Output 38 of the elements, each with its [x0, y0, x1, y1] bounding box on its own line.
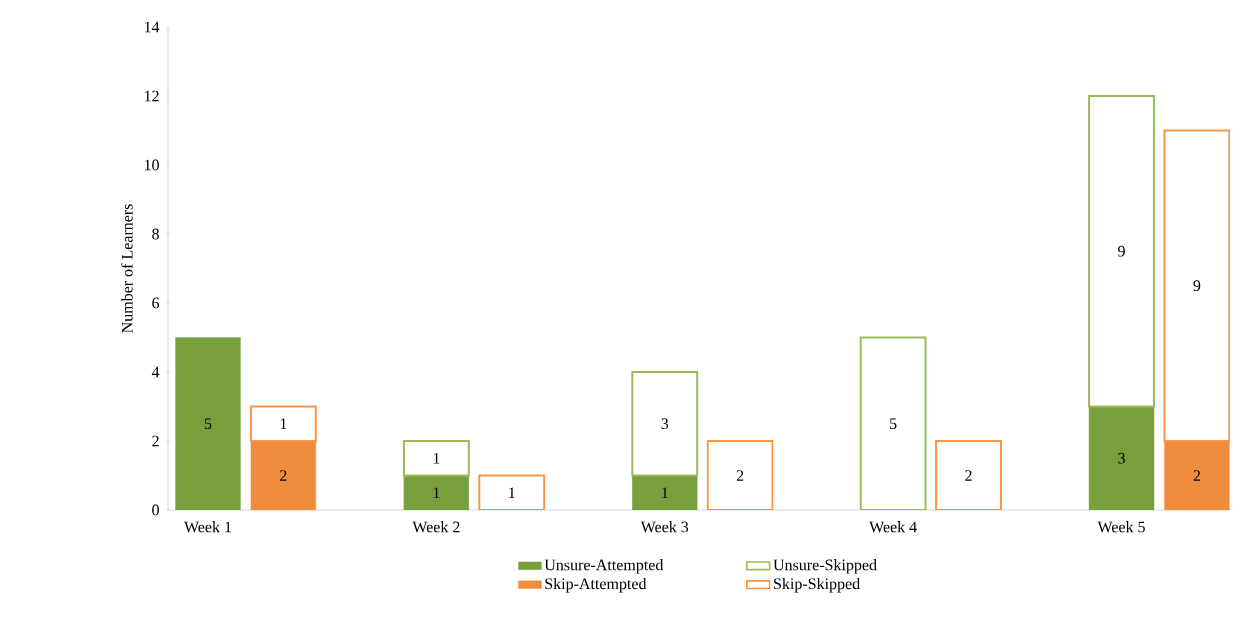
bar: [631, 370, 699, 477]
bar: [1088, 406, 1155, 510]
data-label: 9: [1193, 280, 1201, 292]
data-label: 1: [509, 487, 515, 499]
bar: [1088, 94, 1155, 408]
x-tick-label: Week 4: [869, 521, 917, 533]
data-label: 2: [736, 470, 744, 481]
y-tick-label: 14: [144, 21, 160, 33]
y-tick-label: 4: [151, 366, 160, 378]
y-tick-label: 10: [144, 159, 159, 171]
data-label: 2: [280, 470, 287, 481]
legend-label: Unsure-Attempted: [544, 559, 664, 574]
bar: [402, 439, 470, 477]
data-label: 9: [1118, 245, 1125, 257]
data-label: 1: [433, 487, 440, 499]
data-label: 1: [662, 487, 668, 499]
y-axis-title: Number of Learners: [121, 204, 133, 333]
x-tick-label: Week 1: [183, 521, 232, 533]
data-label: 1: [280, 418, 287, 430]
x-tick-label: Week 5: [1097, 521, 1145, 533]
data-label: 2: [1193, 470, 1200, 481]
bar: [403, 475, 470, 510]
data-label: 3: [661, 418, 669, 430]
data-label: 3: [1118, 452, 1125, 464]
data-label: 1: [433, 452, 440, 464]
legend-label: Unsure-Skipped: [773, 559, 877, 574]
x-tick-label: Week 2: [412, 521, 460, 533]
x-tick-label: Week 3: [640, 521, 689, 533]
y-tick-label: 2: [152, 435, 159, 447]
y-tick-label: 6: [152, 297, 160, 309]
y-tick-label: 12: [144, 90, 159, 102]
data-label: 2: [965, 470, 972, 481]
legend-label: Skip-Skipped: [774, 577, 860, 593]
y-tick-label: 8: [152, 228, 159, 240]
legend-label: Skip-Attempted: [545, 577, 647, 593]
data-label: 5: [204, 418, 212, 430]
y-tick-label: 0: [152, 504, 159, 516]
data-label: 5: [890, 418, 897, 430]
